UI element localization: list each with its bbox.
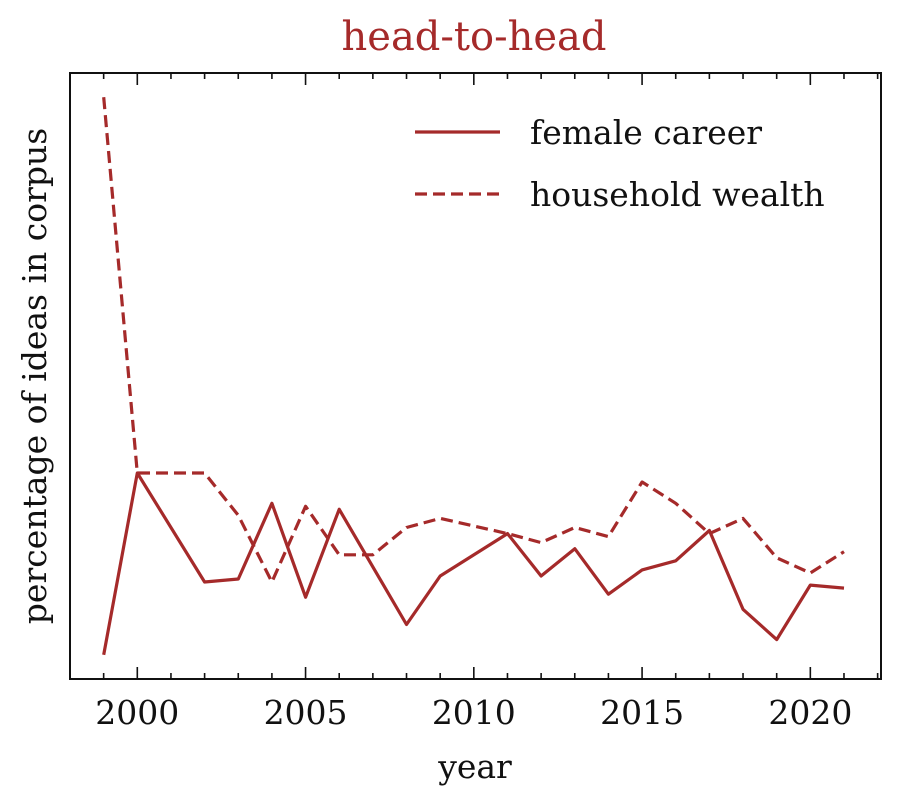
ticks: 2000 2005 2010 2015 2020 xyxy=(69,73,879,732)
series-line-female-career xyxy=(102,471,845,656)
x-tick-label: 2020 xyxy=(768,693,852,732)
x-tick-label: 2015 xyxy=(600,693,684,732)
chart-title: head-to-head xyxy=(342,14,607,60)
series-lines xyxy=(102,97,845,656)
y-axis-label: percentage of ideas in corpus xyxy=(15,128,54,624)
legend-label: female career xyxy=(530,113,762,152)
x-tick-label: 2005 xyxy=(264,693,348,732)
series-line-household-wealth xyxy=(102,97,845,584)
legend: female career household wealth xyxy=(415,113,825,214)
x-axis-label: year xyxy=(437,747,512,786)
legend-label: household wealth xyxy=(530,175,825,214)
plot-frame xyxy=(69,72,882,680)
x-tick-label: 2010 xyxy=(432,693,516,732)
x-tick-label: 2000 xyxy=(95,693,179,732)
